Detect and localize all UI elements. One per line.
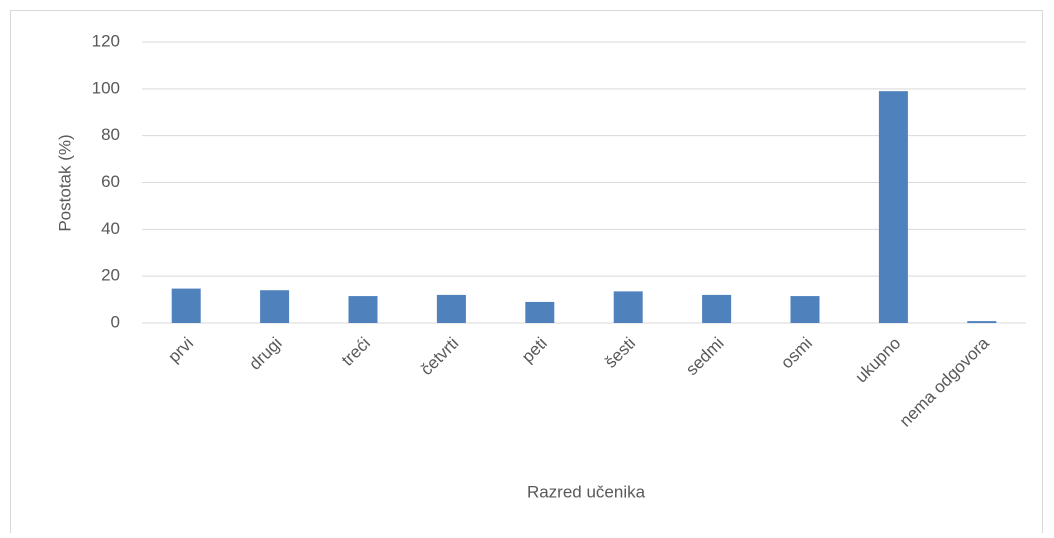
- bar: [613, 291, 643, 323]
- y-tick-label: 60: [101, 172, 120, 191]
- y-axis-title: Postotak (%): [55, 134, 74, 231]
- bar: [878, 91, 908, 323]
- bar: [260, 290, 290, 323]
- y-tick-label: 40: [101, 219, 120, 238]
- y-tick-label: 0: [111, 312, 120, 331]
- bar: [790, 296, 820, 323]
- bar: [348, 296, 378, 323]
- bar: [171, 288, 201, 323]
- bar: [702, 294, 732, 323]
- y-tick-label: 120: [92, 31, 120, 50]
- y-tick-label: 20: [101, 266, 120, 285]
- y-tick-label: 80: [101, 125, 120, 144]
- chart-border: [10, 10, 1043, 538]
- y-tick-label: 100: [92, 78, 120, 97]
- bar: [967, 321, 997, 323]
- x-axis-title: Razred učenika: [527, 482, 646, 501]
- bar: [436, 294, 466, 323]
- bar: [525, 301, 555, 323]
